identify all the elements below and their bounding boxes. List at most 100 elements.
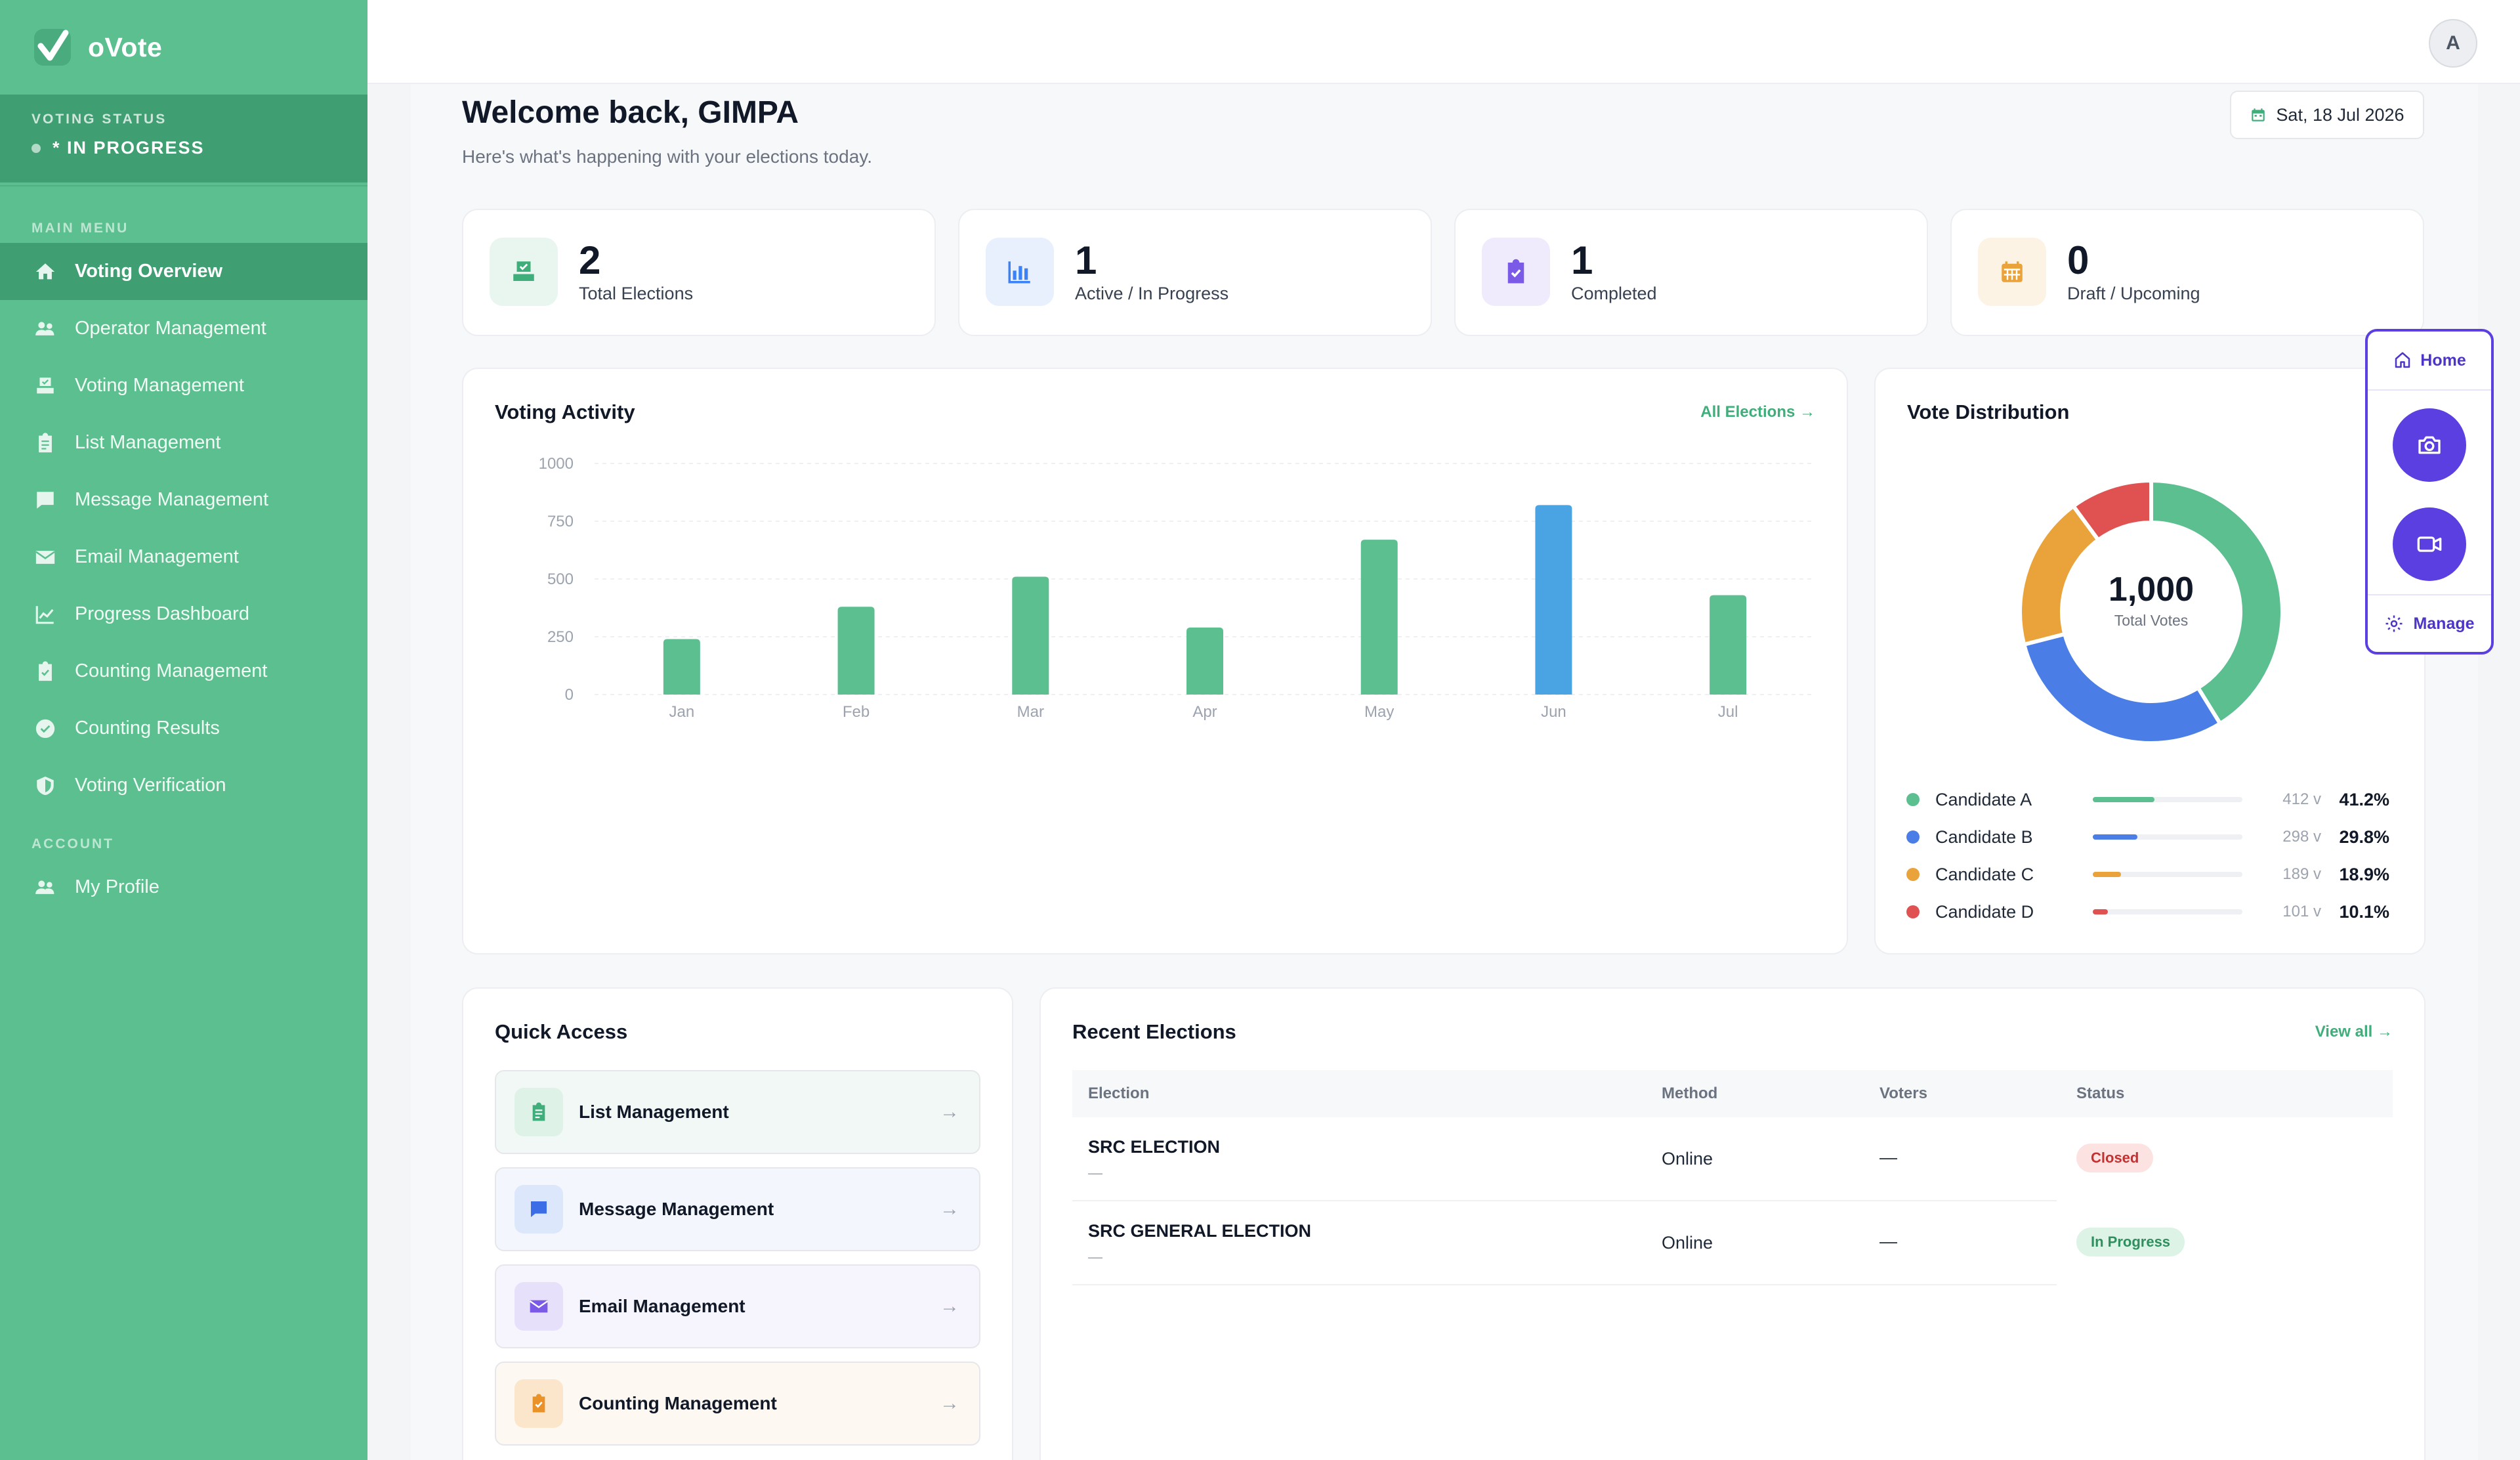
widget-manage-button[interactable]: Manage <box>2368 594 2491 652</box>
donut-slice-candidate-a <box>2149 478 2284 727</box>
floating-action-panel: Home Manage <box>2365 329 2494 655</box>
sidebar-item-my-profile[interactable]: My Profile <box>0 859 368 916</box>
widget-manage-label: Manage <box>2413 614 2475 633</box>
x-tick-label: Mar <box>1017 703 1044 721</box>
legend-row-candidate-b: Candidate B 298 v 29.8% <box>1906 824 2392 850</box>
clipboard-icon <box>514 1088 563 1136</box>
stat-card-active[interactable]: 1 Active / In Progress <box>958 209 1432 336</box>
donut-slice-candidate-b <box>2021 632 2223 745</box>
voting-activity-chart: 1000 750 500 250 0 Jan Feb Mar Apr May Jun Jul <box>539 455 1815 721</box>
sidebar-item-counting-results[interactable]: Counting Results <box>0 700 368 757</box>
account-menu: My Profile <box>0 859 368 916</box>
checkmark-logo-icon <box>34 29 71 66</box>
sidebar-item-counting-management[interactable]: Counting Management <box>0 643 368 700</box>
page-subtitle: Here's what's happening with your electi… <box>462 146 872 167</box>
chat-icon <box>37 491 54 509</box>
clipboard-check-icon <box>514 1379 563 1428</box>
column-header-method[interactable]: Method <box>1662 1084 1718 1102</box>
candidate-name: Candidate D <box>1935 901 2034 922</box>
all-elections-link[interactable]: All Elections → <box>1700 403 1815 421</box>
sidebar-item-list-management[interactable]: List Management <box>0 414 368 471</box>
avatar[interactable]: A <box>2429 19 2477 68</box>
sidebar-item-email-management[interactable]: Email Management <box>0 528 368 586</box>
users-icon <box>35 880 54 894</box>
table-row[interactable]: SRC GENERAL ELECTION — Online — In Progr… <box>1072 1201 2393 1285</box>
date-button[interactable]: Sat, 18 Jul 2026 <box>2230 91 2424 139</box>
sidebar: oVote VOTING STATUS * IN PROGRESS MAIN M… <box>0 0 368 1460</box>
candidate-percent: 29.8% <box>2339 827 2389 847</box>
sidebar-item-label: Progress Dashboard <box>75 603 249 624</box>
stat-label: Draft / Upcoming <box>2067 284 2200 303</box>
column-header-election[interactable]: Election <box>1088 1084 1150 1102</box>
total-votes-value: 1,000 <box>2108 570 2194 609</box>
election-subtext: — <box>1088 1249 1102 1265</box>
camera-button[interactable] <box>2393 408 2466 482</box>
clipboard-icon <box>39 432 52 452</box>
widget-home-button[interactable]: Home <box>2368 332 2491 391</box>
stat-card-completed[interactable]: 1 Completed <box>1454 209 1928 336</box>
account-label: ACCOUNT <box>32 836 114 851</box>
legend-dot-icon <box>1906 793 1920 806</box>
voting-activity-title: Voting Activity <box>495 400 635 423</box>
table-header: Election Method Voters Status <box>1072 1070 2393 1117</box>
legend-dot-icon <box>1906 868 1920 881</box>
stat-value: 1 <box>1571 238 1593 282</box>
table-row[interactable]: SRC ELECTION — Online — Closed <box>1072 1117 2393 1201</box>
sidebar-item-voting-verification[interactable]: Voting Verification <box>0 757 368 814</box>
candidate-percent: 10.1% <box>2339 901 2389 922</box>
sidebar-item-label: Email Management <box>75 546 239 567</box>
quick-access-list-management[interactable]: List Management → <box>495 1070 980 1154</box>
view-all-link[interactable]: View all → <box>2315 1023 2393 1041</box>
candidate-percent: 18.9% <box>2339 864 2389 884</box>
x-tick-label: Feb <box>843 703 870 721</box>
row-divider <box>1072 1200 2057 1201</box>
candidate-bar <box>2093 834 2242 840</box>
sidebar-item-progress-dashboard[interactable]: Progress Dashboard <box>0 586 368 643</box>
calendar-icon <box>2252 108 2265 121</box>
ballot-icon <box>37 377 54 393</box>
sidebar-item-message-management[interactable]: Message Management <box>0 471 368 528</box>
bar-feb <box>837 607 875 695</box>
legend-row-candidate-c: Candidate C 189 v 18.9% <box>1906 861 2392 888</box>
total-votes-label: Total Votes <box>2114 612 2189 629</box>
quick-access-message-management[interactable]: Message Management → <box>495 1167 980 1251</box>
quick-access-label: List Management <box>579 1102 729 1122</box>
candidate-name: Candidate C <box>1935 864 2034 884</box>
ballot-icon <box>490 238 558 306</box>
video-button[interactable] <box>2393 507 2466 581</box>
x-tick-label: Jan <box>669 703 695 721</box>
quick-access-counting-management[interactable]: Counting Management → <box>495 1362 980 1446</box>
page-title: Welcome back, GIMPA <box>462 95 799 130</box>
y-tick-label: 1000 <box>539 455 574 473</box>
bar-jul <box>1710 595 1747 695</box>
sidebar-item-label: My Profile <box>75 876 159 897</box>
stat-value: 2 <box>579 238 601 282</box>
clipboard-check-icon <box>39 660 52 681</box>
sidebar-item-voting-overview[interactable]: Voting Overview <box>0 243 368 300</box>
column-header-status[interactable]: Status <box>2076 1084 2125 1102</box>
video-camera-icon <box>2417 536 2442 552</box>
legend-row-candidate-a: Candidate A 412 v 41.2% <box>1906 786 2392 813</box>
status-badge: Closed <box>2076 1144 2154 1172</box>
arrow-right-icon: → <box>940 1198 959 1220</box>
column-header-voters[interactable]: Voters <box>1880 1084 1927 1102</box>
sidebar-item-label: Message Management <box>75 489 268 510</box>
quick-access-label: Email Management <box>579 1296 746 1316</box>
bar-may <box>1360 540 1398 695</box>
calendar-icon <box>1978 238 2046 306</box>
sidebar-item-voting-management[interactable]: Voting Management <box>0 357 368 414</box>
stat-card-total-elections[interactable]: 2 Total Elections <box>462 209 936 336</box>
x-tick-label: Jul <box>1718 703 1738 721</box>
sidebar-item-label: Operator Management <box>75 318 266 339</box>
candidate-votes: 189 v <box>2282 865 2321 883</box>
sidebar-item-label: Counting Results <box>75 718 220 739</box>
election-name: SRC GENERAL ELECTION <box>1088 1221 1312 1241</box>
envelope-icon <box>514 1282 563 1331</box>
quick-access-email-management[interactable]: Email Management → <box>495 1264 980 1348</box>
stat-card-draft[interactable]: 0 Draft / Upcoming <box>1950 209 2424 336</box>
quick-access-label: Message Management <box>579 1199 774 1219</box>
sidebar-item-operator-management[interactable]: Operator Management <box>0 300 368 357</box>
legend-row-candidate-d: Candidate D 101 v 10.1% <box>1906 899 2392 925</box>
election-name: SRC ELECTION <box>1088 1137 1221 1157</box>
brand[interactable]: oVote <box>0 0 368 95</box>
